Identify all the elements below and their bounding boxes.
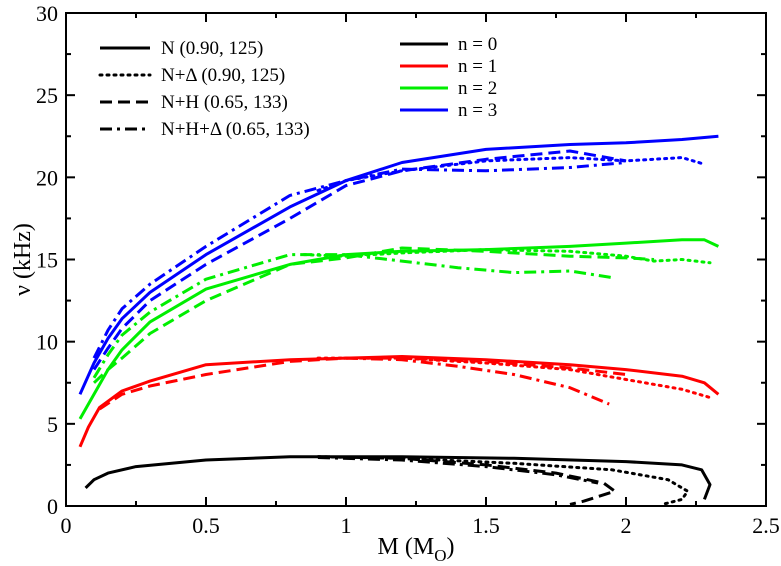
- legend-mode-label: n = 0: [458, 34, 497, 55]
- legend-mode-colors: n = 0n = 1n = 2n = 3: [400, 34, 497, 121]
- series-line-15: [92, 161, 627, 359]
- series-line-10: [92, 246, 655, 384]
- y-tick-label: 15: [36, 248, 58, 273]
- legend-mode-label: n = 1: [458, 56, 497, 77]
- series-line-8: [78, 238, 720, 420]
- ticks-layer: 0 0.5 1 1.5 2 2.5 0 5 10 15 20 25 30: [36, 1, 780, 538]
- y-tick-label: 5: [47, 412, 58, 437]
- x-tick-label: 0: [61, 513, 72, 538]
- legend-mode-label: n = 2: [458, 78, 497, 99]
- series-line-4: [78, 355, 720, 448]
- series-line-9: [302, 248, 712, 265]
- series-line-2: [317, 455, 617, 506]
- legend-style-label: N (0.90, 125): [161, 38, 263, 59]
- x-axis-title-subscript: O: [434, 546, 446, 565]
- series-line-3: [317, 456, 599, 485]
- x-axis-title-close: ): [446, 534, 454, 560]
- series-layer: [78, 134, 720, 506]
- x-tick-label: 2.5: [752, 513, 780, 538]
- series-line-0: [84, 455, 712, 500]
- y-tick-label: 20: [36, 165, 58, 190]
- x-tick-label: 0.5: [192, 513, 220, 538]
- series-line-7: [345, 356, 610, 406]
- y-tick-label: 10: [36, 330, 58, 355]
- series-line-14: [92, 149, 627, 371]
- legend-style-label: N+Δ (0.90, 125): [161, 65, 285, 86]
- series-line-13: [316, 156, 706, 192]
- y-tick-label: 25: [36, 83, 58, 108]
- x-tick-label: 2: [621, 513, 632, 538]
- series-line-12: [78, 134, 719, 395]
- series-line-1: [316, 455, 690, 506]
- x-axis-title-main: M (M: [378, 534, 435, 560]
- y-tick-label: 0: [47, 494, 58, 519]
- x-axis-title: M (MO): [378, 534, 455, 565]
- x-tick-label: 1.5: [472, 513, 500, 538]
- y-tick-label: 30: [36, 1, 58, 26]
- legend-style-label: N+H+Δ (0.65, 133): [161, 119, 310, 140]
- y-axis-title: ν (kHz): [10, 223, 36, 296]
- legend-mode-label: n = 3: [458, 100, 497, 121]
- legend-style-label: N+H (0.65, 133): [161, 92, 288, 113]
- series-line-11: [92, 253, 613, 379]
- legend-line-styles: N (0.90, 125) N+Δ (0.90, 125) N+H (0.65, 1…: [98, 38, 310, 140]
- series-line-6: [98, 356, 627, 411]
- x-tick-label: 1: [341, 513, 352, 538]
